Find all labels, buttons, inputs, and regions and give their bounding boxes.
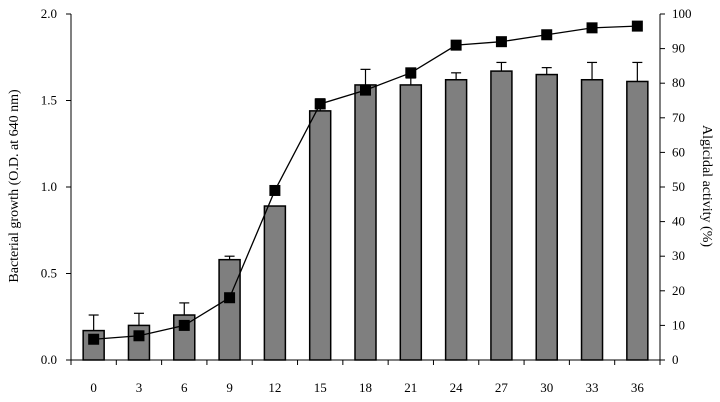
right-axis-title: Algicidal activity (%) [699, 125, 714, 247]
right-tick-label: 60 [672, 144, 685, 159]
left-axis-title: Bacterial growth (O.D. at 640 nm) [7, 89, 22, 283]
x-tick-label: 15 [314, 380, 327, 395]
activity-marker [88, 333, 100, 345]
x-tick-label: 24 [450, 380, 464, 395]
x-tick-label: 6 [181, 380, 188, 395]
growth-bar [263, 205, 287, 361]
activity-marker [178, 319, 190, 331]
activity-marker [224, 292, 236, 304]
activity-marker [314, 98, 326, 110]
left-tick-label: 2.0 [41, 6, 57, 21]
growth-bar [490, 70, 513, 361]
growth-bar [354, 84, 377, 361]
left-tick-label: 1.5 [41, 93, 57, 108]
right-tick-label: 10 [672, 317, 685, 332]
x-tick-label: 36 [631, 380, 645, 395]
growth-bar [626, 80, 649, 361]
x-tick-label: 18 [359, 380, 372, 395]
right-tick-label: 20 [672, 283, 685, 298]
x-tick-label: 3 [136, 380, 143, 395]
right-tick-label: 30 [672, 248, 685, 263]
right-tick-label: 0 [672, 352, 679, 367]
left-tick-label: 0.0 [41, 352, 57, 367]
right-tick-label: 50 [672, 179, 685, 194]
x-tick-label: 9 [226, 380, 233, 395]
activity-marker [360, 84, 371, 96]
right-tick-label: 100 [672, 6, 692, 21]
activity-marker [269, 184, 281, 196]
growth-bar [218, 258, 241, 361]
x-tick-label: 30 [540, 380, 553, 395]
right-tick-label: 70 [672, 110, 685, 125]
activity-marker [541, 29, 553, 41]
left-tick-label: 1.0 [41, 179, 57, 194]
x-tick-label: 0 [90, 380, 97, 395]
x-tick-label: 12 [268, 380, 281, 395]
right-tick-label: 80 [672, 75, 685, 90]
activity-marker [450, 39, 462, 51]
activity-marker [586, 22, 598, 34]
activity-marker [631, 20, 643, 32]
growth-bar [535, 73, 558, 361]
activity-marker [495, 36, 507, 48]
growth-bar [399, 84, 423, 361]
growth-bar [444, 78, 468, 361]
growth-bar [580, 78, 604, 361]
right-tick-label: 40 [672, 214, 685, 229]
x-tick-label: 33 [586, 380, 599, 395]
right-tick-label: 90 [672, 41, 685, 56]
activity-marker [133, 330, 145, 342]
x-tick-label: 27 [495, 380, 509, 395]
left-tick-label: 0.5 [41, 266, 57, 281]
growth-bar [308, 110, 332, 361]
x-tick-label: 21 [404, 380, 417, 395]
activity-marker [405, 67, 417, 79]
